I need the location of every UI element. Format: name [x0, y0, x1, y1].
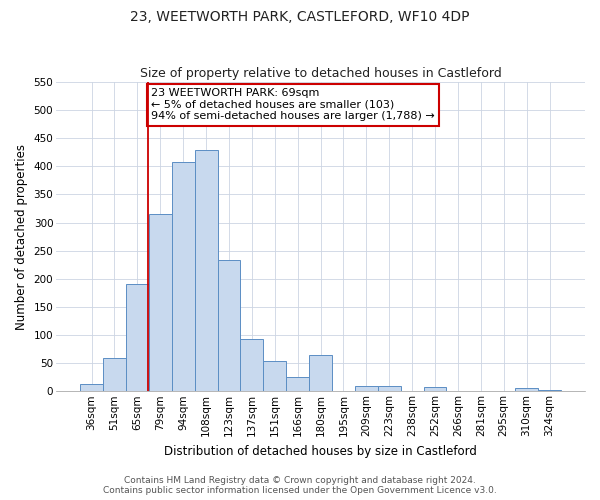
Title: Size of property relative to detached houses in Castleford: Size of property relative to detached ho… — [140, 66, 502, 80]
Bar — [424, 387, 446, 392]
Bar — [515, 388, 538, 392]
Bar — [172, 162, 194, 392]
X-axis label: Distribution of detached houses by size in Castleford: Distribution of detached houses by size … — [164, 444, 477, 458]
Bar — [309, 354, 332, 392]
Bar — [378, 386, 401, 392]
Bar — [80, 384, 103, 392]
Bar — [194, 150, 218, 392]
Bar — [355, 386, 378, 392]
Bar — [126, 284, 149, 392]
Bar — [286, 377, 309, 392]
Y-axis label: Number of detached properties: Number of detached properties — [15, 144, 28, 330]
Text: 23, WEETWORTH PARK, CASTLEFORD, WF10 4DP: 23, WEETWORTH PARK, CASTLEFORD, WF10 4DP — [130, 10, 470, 24]
Text: 23 WEETWORTH PARK: 69sqm
← 5% of detached houses are smaller (103)
94% of semi-d: 23 WEETWORTH PARK: 69sqm ← 5% of detache… — [151, 88, 435, 122]
Bar — [263, 362, 286, 392]
Bar — [149, 214, 172, 392]
Bar — [218, 260, 241, 392]
Bar — [241, 339, 263, 392]
Text: Contains HM Land Registry data © Crown copyright and database right 2024.
Contai: Contains HM Land Registry data © Crown c… — [103, 476, 497, 495]
Bar — [538, 390, 561, 392]
Bar — [103, 358, 126, 392]
